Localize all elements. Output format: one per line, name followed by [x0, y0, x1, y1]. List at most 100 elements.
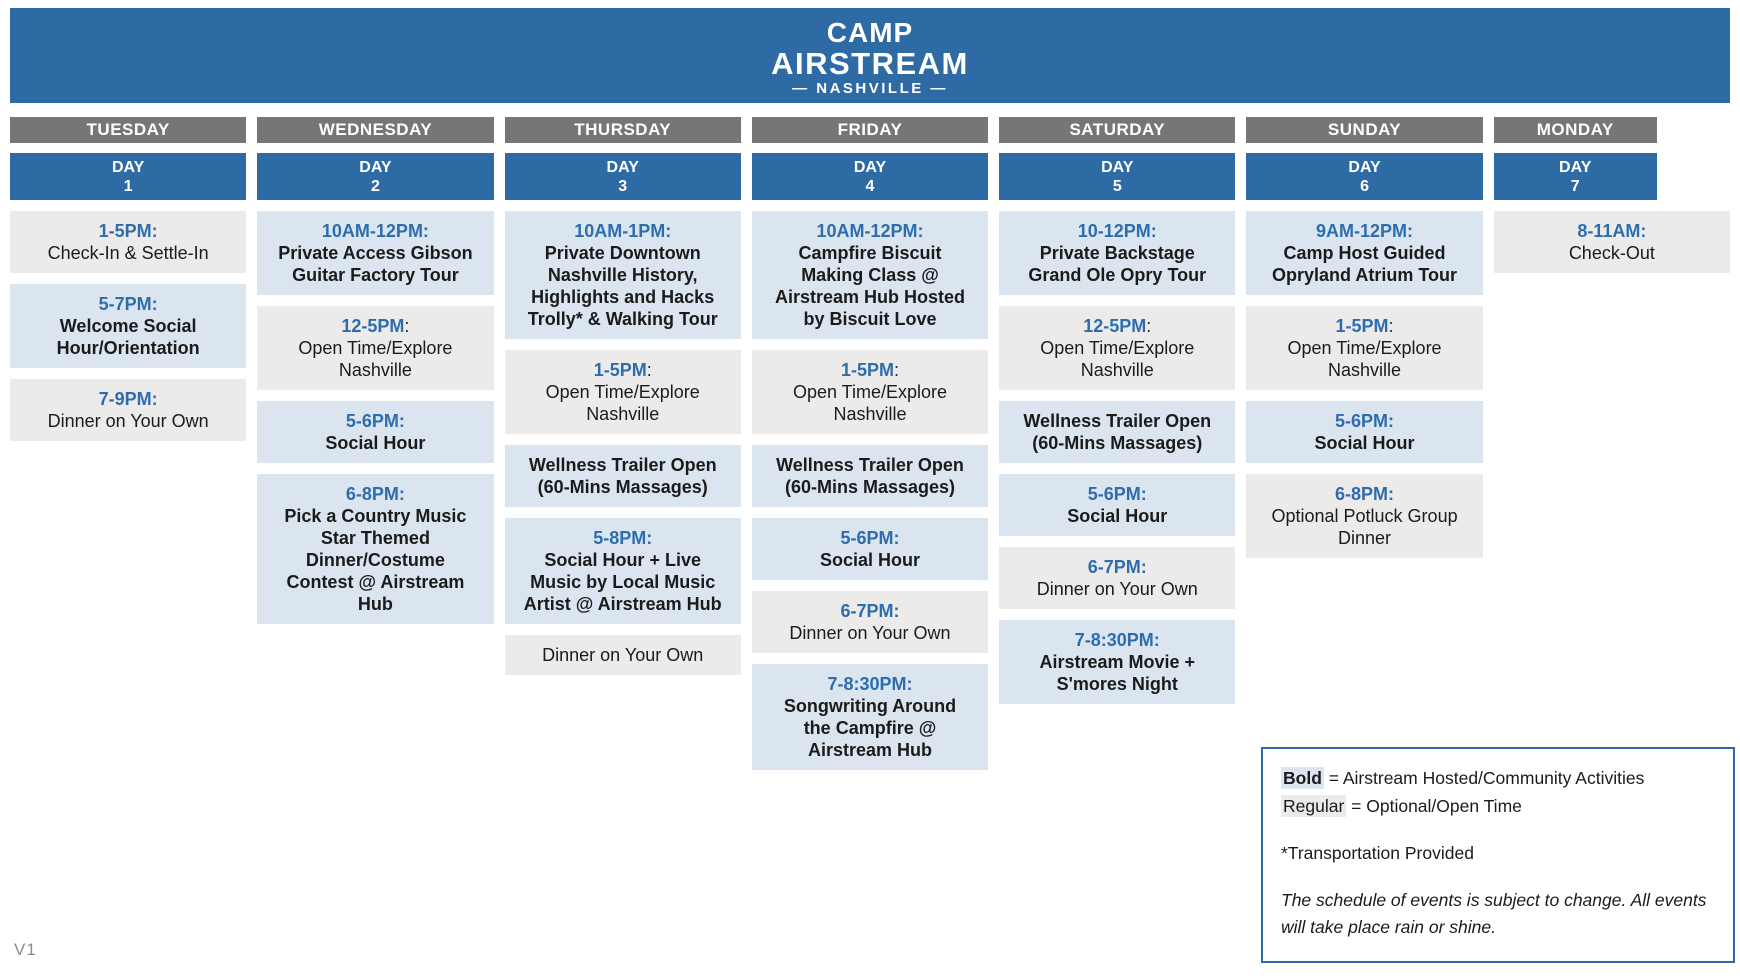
banner-camp-text: CAMP — [826, 17, 914, 48]
event-title: Dinner on Your Own — [47, 411, 209, 431]
event-list: 10-12PM: Private Backstage Grand Ole Opry… — [999, 211, 1236, 704]
event-time: 6-7PM: — [1015, 556, 1219, 578]
legend-regular-definition: = Optional/Open Time — [1346, 796, 1522, 816]
event-time-value: 5-6PM: — [840, 528, 900, 548]
camp-airstream-banner: CAMP AIRSTREAM — NASHVILLE — — [10, 8, 1730, 103]
event-card: 5-8PM: Social Hour + Live Music by Local … — [504, 518, 741, 624]
event-card: 10AM-12PM: Campfire Biscuit Making Class … — [751, 211, 989, 339]
event-time-colon: : — [404, 316, 410, 336]
event-time-value: 6-8PM: — [1335, 484, 1395, 504]
event-title: Dinner on Your Own — [542, 645, 704, 665]
event-time: 6-8PM: — [1262, 483, 1466, 505]
event-title: Wellness Trailer Open (60-Mins Massages) — [1023, 411, 1212, 453]
day-number-header: DAY 5 — [999, 153, 1236, 200]
event-time-colon: : — [893, 360, 899, 380]
event-time: 10AM-1PM: — [521, 220, 725, 242]
event-title: Private Downtown Nashville History, High… — [527, 243, 718, 329]
event-card: 5-6PM: Social Hour — [1246, 401, 1483, 463]
event-title: Campfire Biscuit Making Class @ Airstrea… — [774, 243, 965, 329]
event-card: 7-8:30PM: Airstream Movie + S'mores Night — [999, 620, 1236, 704]
event-card: 5-6PM: Social Hour — [999, 474, 1236, 536]
day-label: DAY — [1348, 158, 1381, 176]
day-column-thursday: THURSDAY DAY 3 10AM-1PM: Private Downtown Na… — [504, 117, 741, 675]
event-time: 5-6PM: — [1262, 410, 1466, 432]
event-title: Social Hour — [1067, 506, 1168, 526]
event-title: Open Time/Explore Nashville — [298, 338, 453, 380]
event-list: 1-5PM: Check-In & Settle-In 5-7PM: Welcome … — [10, 211, 247, 441]
event-time-value: 5-8PM: — [593, 528, 653, 548]
day-number-header: DAY 3 — [504, 153, 741, 200]
event-card: 1-5PM: Check-In & Settle-In — [10, 211, 247, 273]
event-title: Social Hour — [819, 550, 920, 570]
day-number: 7 — [1570, 177, 1580, 195]
event-card: 1-5PM: Open Time/Explore Nashville — [504, 350, 741, 434]
day-label: DAY — [1101, 158, 1134, 176]
day-number-header: DAY 7 — [1493, 153, 1657, 200]
day-number: 3 — [618, 177, 628, 195]
event-card: Dinner on Your Own — [504, 635, 741, 675]
event-time-value: 12-5PM — [1083, 316, 1147, 336]
event-time: 10AM-12PM: — [768, 220, 972, 242]
event-time-colon: : — [1388, 316, 1394, 336]
event-title: Dinner on Your Own — [1036, 579, 1198, 599]
event-list: 10AM-12PM: Private Access Gibson Guitar F… — [257, 211, 494, 624]
event-time-value: 7-8:30PM: — [827, 674, 913, 694]
event-list: 10AM-12PM: Campfire Biscuit Making Class … — [751, 211, 989, 770]
legend-transportation-note: *Transportation Provided — [1281, 843, 1474, 863]
day-number: 5 — [1112, 177, 1122, 195]
event-card: 5-7PM: Welcome Social Hour/Orientation — [10, 284, 247, 368]
day-label: DAY — [1559, 158, 1592, 176]
event-time: 1-5PM: — [1262, 315, 1466, 337]
event-time: 10-12PM: — [1015, 220, 1219, 242]
event-list: 10AM-1PM: Private Downtown Nashville Hist… — [504, 211, 741, 675]
event-time: 12-5PM: — [1015, 315, 1219, 337]
event-card: 12-5PM: Open Time/Explore Nashville — [257, 306, 494, 390]
schedule-grid: TUESDAY DAY 1 1-5PM: Check-In & Settle-In 5-7… — [10, 117, 1730, 770]
legend-regular-line: Regular = Optional/Open Time — [1281, 792, 1715, 820]
event-time-value: 5-6PM: — [345, 411, 405, 431]
event-title: Songwriting Around the Campfire @ Airstr… — [783, 696, 957, 760]
event-time-value: 8-11AM: — [1577, 221, 1647, 241]
event-title: Open Time/Explore Nashville — [1287, 338, 1442, 380]
event-time: 6-7PM: — [768, 600, 972, 622]
day-column-sunday: SUNDAY DAY 6 9AM-12PM: Camp Host Guided Opry… — [1246, 117, 1483, 558]
legend-box: Bold = Airstream Hosted/Community Activi… — [1261, 747, 1735, 963]
event-title: Check-Out — [1568, 243, 1655, 263]
event-card: Wellness Trailer Open (60-Mins Massages) — [999, 401, 1236, 463]
day-column-saturday: SATURDAY DAY 5 10-12PM: Private Backstage Gr… — [999, 117, 1236, 704]
event-title: Open Time/Explore Nashville — [1040, 338, 1195, 380]
event-time-value: 1-5PM: — [98, 221, 158, 241]
day-label: DAY — [853, 158, 887, 176]
event-title: Open Time/Explore Nashville — [545, 382, 700, 424]
event-time: 8-11AM: — [1510, 220, 1714, 242]
day-label: DAY — [606, 158, 639, 176]
day-column-tuesday: TUESDAY DAY 1 1-5PM: Check-In & Settle-In 5-7… — [10, 117, 247, 441]
event-time: 12-5PM: — [273, 315, 477, 337]
event-card: 1-5PM: Open Time/Explore Nashville — [1246, 306, 1483, 390]
event-time-value: 1-5PM — [1335, 316, 1389, 336]
event-card: 7-8:30PM: Songwriting Around the Campfire… — [751, 664, 989, 770]
event-card: 10AM-12PM: Private Access Gibson Guitar F… — [257, 211, 494, 295]
event-time-value: 5-6PM: — [1335, 411, 1395, 431]
event-card: 10AM-1PM: Private Downtown Nashville Hist… — [504, 211, 741, 339]
event-time-value: 1-5PM — [593, 360, 647, 380]
legend-bold-line: Bold = Airstream Hosted/Community Activi… — [1281, 764, 1715, 792]
event-time-value: 6-8PM: — [345, 484, 405, 504]
day-label: DAY — [111, 158, 145, 176]
event-time-value: 5-6PM: — [1087, 484, 1147, 504]
event-card: 12-5PM: Open Time/Explore Nashville — [999, 306, 1236, 390]
day-number: 2 — [370, 177, 380, 195]
event-time: 5-8PM: — [521, 527, 725, 549]
event-card: 10-12PM: Private Backstage Grand Ole Opry… — [999, 211, 1236, 295]
event-time-value: 6-7PM: — [1087, 557, 1147, 577]
weekday-header: WEDNESDAY — [257, 117, 494, 143]
day-label: DAY — [359, 158, 392, 176]
event-time: 9AM-12PM: — [1262, 220, 1466, 242]
weekday-header: MONDAY — [1493, 117, 1657, 143]
event-title: Wellness Trailer Open (60-Mins Massages) — [776, 455, 964, 497]
day-column-friday: FRIDAY DAY 4 10AM-12PM: Campfire Biscuit Mak… — [751, 117, 989, 770]
event-title: Private Backstage Grand Ole Opry Tour — [1028, 243, 1207, 285]
event-time: 1-5PM: — [768, 359, 972, 381]
event-title: Social Hour + Live Music by Local Music … — [523, 550, 722, 614]
day-number: 6 — [1360, 177, 1369, 195]
